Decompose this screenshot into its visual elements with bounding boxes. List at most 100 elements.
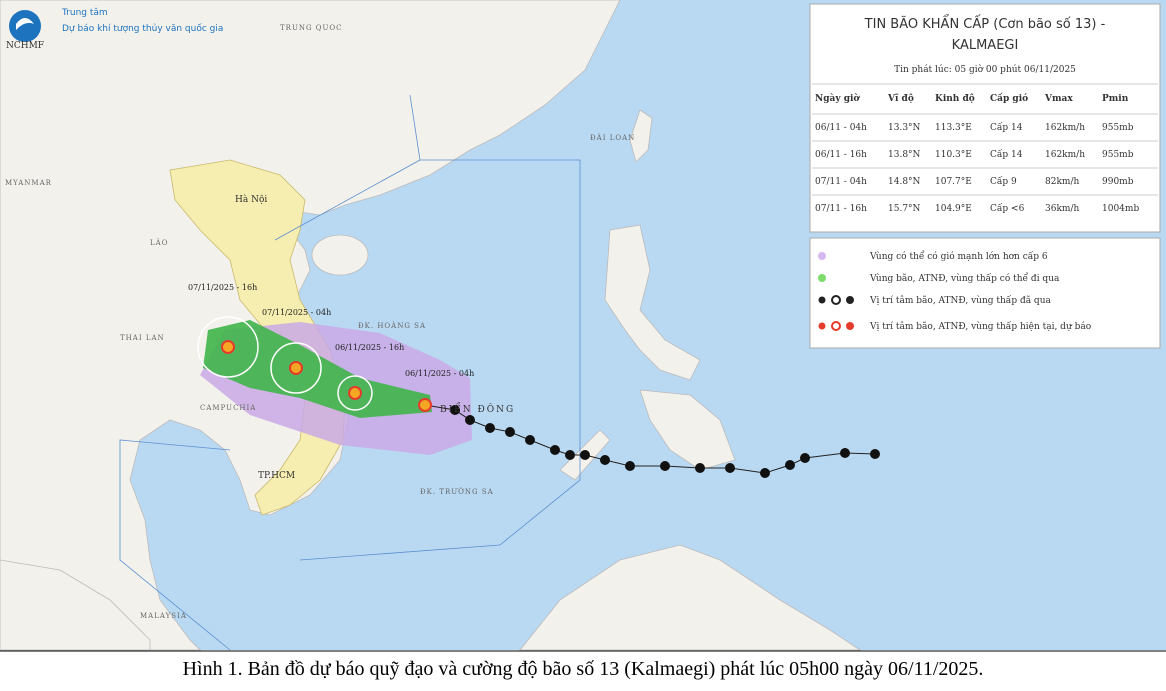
- past-position: [625, 461, 635, 471]
- map-label: BIỂN ĐÔNG: [440, 402, 515, 415]
- past-position: [840, 448, 850, 458]
- past-position: [760, 468, 770, 478]
- logo: [9, 10, 41, 42]
- table-cell: 06/11 - 04h: [815, 123, 867, 133]
- legend-text: Vùng có thể có gió mạnh lớn hơn cấp 6: [869, 250, 1048, 262]
- table-cell: 104.9°E: [935, 204, 972, 214]
- logo-text: NCHMF: [6, 41, 44, 51]
- table-cell: Cấp <6: [990, 203, 1025, 214]
- map-label: Hà Nội: [235, 194, 267, 205]
- map-label: MYANMAR: [5, 179, 52, 187]
- table-header: Cấp gió: [990, 92, 1028, 104]
- table-header: Vĩ độ: [887, 93, 914, 104]
- table-header: Kinh độ: [935, 93, 975, 104]
- storm-area: [203, 320, 432, 418]
- track-label: 06/11/2025 - 04h: [405, 369, 474, 378]
- logo-swirl: [16, 18, 34, 30]
- map-label: TP.HCM: [258, 471, 295, 481]
- table-cell: 1004mb: [1102, 204, 1139, 214]
- forecast-circle: [270, 342, 322, 394]
- info-title: KALMAEGI: [952, 38, 1019, 53]
- map-label: ĐK. TRƯỜNG SA: [420, 487, 494, 496]
- forecast-circle: [337, 375, 373, 411]
- table-cell: 07/11 - 04h: [815, 177, 867, 187]
- past-position: [695, 463, 705, 473]
- map-label: MALAYSIA: [140, 612, 187, 620]
- table-cell: Cấp 14: [990, 149, 1023, 160]
- table-cell: 107.7°E: [935, 177, 972, 187]
- track-label: 07/11/2025 - 16h: [188, 283, 257, 292]
- map-label: CAMPUCHIA: [200, 404, 256, 412]
- issued-time: Tin phát lúc: 05 giờ 00 phút 06/11/2025: [894, 64, 1076, 75]
- legend-icon: [818, 295, 854, 305]
- legend-box: [809, 237, 1161, 349]
- past-position: [660, 461, 670, 471]
- table-cell: Cấp 9: [990, 176, 1017, 187]
- table-cell: 13.8°N: [888, 150, 921, 160]
- table-cell: 14.8°N: [888, 177, 921, 187]
- map-label: THAI LAN: [120, 334, 165, 342]
- table-cell: 06/11 - 16h: [815, 150, 867, 160]
- table-cell: Cấp 14: [990, 122, 1023, 133]
- table-cell: 955mb: [1102, 123, 1134, 133]
- caption: Hình 1. Bản đồ dự báo quỹ đạo và cường đ…: [183, 658, 984, 680]
- hainan: [311, 234, 369, 276]
- table-header: Pmin: [1102, 94, 1129, 104]
- info-title: TIN BÃO KHẨN CẤP (Cơn bão số 13) -: [864, 15, 1106, 32]
- table-cell: 13.3°N: [888, 123, 921, 133]
- past-position: [485, 423, 495, 433]
- table-header: Vmax: [1044, 94, 1073, 104]
- forecast-positions: [221, 340, 432, 412]
- past-position: [725, 463, 735, 473]
- org-name: Dự báo khí tượng thủy văn quốc gia: [62, 23, 223, 34]
- taiwan: [629, 109, 653, 163]
- track-label: 07/11/2025 - 04h: [262, 308, 331, 317]
- info-box: [809, 3, 1161, 233]
- past-position: [600, 455, 610, 465]
- legend-text: Vùng bão, ATNĐ, vùng thấp có thể đi qua: [869, 272, 1060, 284]
- legend-text: Vị trí tâm bão, ATNĐ, vùng thấp đã qua: [869, 295, 1051, 306]
- legend-icon: [818, 274, 826, 282]
- past-position: [870, 449, 880, 459]
- past-position: [450, 405, 460, 415]
- philippines: [559, 224, 736, 481]
- past-position: [525, 435, 535, 445]
- table-cell: 36km/h: [1045, 204, 1079, 214]
- past-position: [785, 460, 795, 470]
- borneo: [519, 544, 862, 651]
- legend-icon: [818, 321, 854, 331]
- past-position: [465, 415, 475, 425]
- table-cell: 955mb: [1102, 150, 1134, 160]
- forecast-position: [221, 340, 235, 354]
- org-name: Trung tâm: [61, 8, 108, 18]
- past-position: [800, 453, 810, 463]
- forecast-circle: [197, 316, 259, 378]
- map-label: TRUNG QUOC: [280, 24, 343, 32]
- malay-peninsula: [0, 559, 151, 651]
- forecast-position: [289, 361, 303, 375]
- forecast-position: [348, 386, 362, 400]
- map-label: ĐÀI LOAN: [590, 133, 635, 142]
- past-position: [565, 450, 575, 460]
- forecast-position: [418, 398, 432, 412]
- table-cell: 15.7°N: [888, 204, 921, 214]
- table-cell: 82km/h: [1045, 177, 1079, 187]
- boundary-line: [299, 159, 581, 561]
- table-cell: 990mb: [1102, 177, 1134, 187]
- map-label: LÀO: [150, 238, 168, 247]
- past-position: [580, 450, 590, 460]
- boundary-line: [119, 439, 231, 651]
- forecast-table: Ngày giờ Vĩ độ Kinh độ Cấp gió Vmax Pmin 06/11…: [812, 83, 1158, 214]
- table-cell: 110.3°E: [935, 150, 972, 160]
- past-position: [505, 427, 515, 437]
- table-cell: 113.3°E: [935, 123, 972, 133]
- past-track: [424, 404, 880, 478]
- table-cell: 07/11 - 16h: [815, 204, 867, 214]
- table-cell: 162km/h: [1045, 123, 1085, 133]
- map-label: ĐK. HOÀNG SA: [358, 321, 426, 330]
- boundary-line: [274, 94, 421, 241]
- past-position: [550, 445, 560, 455]
- track-label: 06/11/2025 - 16h: [335, 343, 404, 352]
- table-cell: 162km/h: [1045, 150, 1085, 160]
